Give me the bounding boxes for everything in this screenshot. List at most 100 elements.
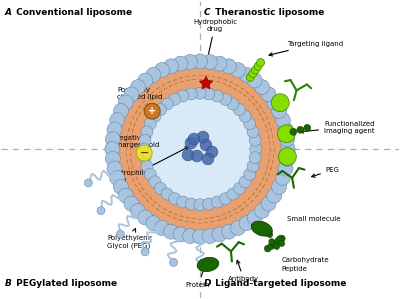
Circle shape [254,62,262,70]
Circle shape [149,176,161,188]
Text: Small molecule: Small molecule [279,216,340,235]
Circle shape [230,220,246,235]
Circle shape [211,196,223,208]
Circle shape [141,126,153,138]
Circle shape [197,131,209,143]
Circle shape [244,168,256,180]
Circle shape [164,224,178,239]
Circle shape [202,54,217,69]
Circle shape [192,54,208,69]
Text: Functionalized
Imaging agent: Functionalized Imaging agent [300,120,375,134]
Circle shape [222,224,236,239]
Circle shape [252,66,260,74]
Circle shape [267,188,282,203]
Circle shape [267,232,273,238]
Circle shape [203,198,215,210]
Circle shape [239,216,254,231]
Polygon shape [199,76,213,89]
Circle shape [268,242,275,250]
Circle shape [139,134,151,146]
Circle shape [185,88,197,100]
Circle shape [141,160,153,172]
Text: Ligand-targeted liposome: Ligand-targeted liposome [212,279,346,288]
Circle shape [230,62,246,77]
Circle shape [277,236,283,242]
Circle shape [249,70,257,77]
Circle shape [177,90,189,102]
Circle shape [169,93,181,105]
Circle shape [118,95,133,110]
Text: Targeting ligand: Targeting ligand [269,41,343,56]
Circle shape [105,141,120,156]
Circle shape [261,87,276,102]
Circle shape [239,110,251,122]
Circle shape [105,132,120,147]
Text: Hydrophilic
drug: Hydrophilic drug [110,147,188,183]
Circle shape [249,152,261,164]
Circle shape [304,124,311,131]
Circle shape [149,110,161,122]
Circle shape [203,88,215,100]
Circle shape [182,149,194,161]
Ellipse shape [197,257,219,271]
Circle shape [183,54,198,69]
Circle shape [219,193,231,205]
Text: PEGylated liposome: PEGylated liposome [13,279,117,288]
Circle shape [144,103,160,119]
Circle shape [200,139,212,151]
Circle shape [105,151,120,166]
Text: Conventional liposome: Conventional liposome [13,8,132,17]
Ellipse shape [251,221,272,236]
Circle shape [261,196,276,211]
Circle shape [194,87,206,99]
Circle shape [269,239,275,245]
Text: B: B [5,279,12,288]
Circle shape [177,196,189,208]
Circle shape [97,207,105,215]
Text: PEG: PEG [312,167,340,177]
Circle shape [185,137,197,149]
Circle shape [173,56,188,71]
Circle shape [124,196,139,211]
Circle shape [297,126,304,133]
Circle shape [239,176,251,188]
Circle shape [139,152,151,164]
Circle shape [138,143,150,155]
Circle shape [154,62,170,77]
Circle shape [278,161,293,176]
Text: A: A [5,8,12,17]
Circle shape [107,122,122,137]
Circle shape [200,262,208,269]
Text: D: D [204,279,212,288]
Circle shape [130,80,146,94]
Circle shape [254,80,270,94]
Circle shape [280,151,295,166]
Circle shape [154,182,166,194]
Circle shape [185,198,197,210]
Circle shape [112,61,288,237]
Text: Polyethylene
Glycol (PEG): Polyethylene Glycol (PEG) [107,228,152,248]
Circle shape [219,93,231,105]
Circle shape [247,160,259,172]
Circle shape [164,59,178,74]
Text: Antibody: Antibody [228,260,260,283]
Circle shape [247,210,262,225]
Circle shape [136,145,152,161]
Circle shape [227,98,239,110]
Circle shape [267,95,282,110]
Text: Carbohydrate: Carbohydrate [280,245,329,263]
Circle shape [154,104,166,115]
Circle shape [250,143,262,155]
Circle shape [146,216,161,231]
Text: +: + [148,106,156,116]
Text: Positively
charged lipid: Positively charged lipid [117,87,163,109]
Circle shape [239,67,254,82]
Circle shape [211,90,223,102]
Circle shape [124,87,139,102]
Text: Peptide: Peptide [280,253,308,272]
Circle shape [234,104,246,115]
Circle shape [141,248,149,256]
Circle shape [138,210,153,225]
Circle shape [274,244,280,250]
Circle shape [191,150,203,162]
